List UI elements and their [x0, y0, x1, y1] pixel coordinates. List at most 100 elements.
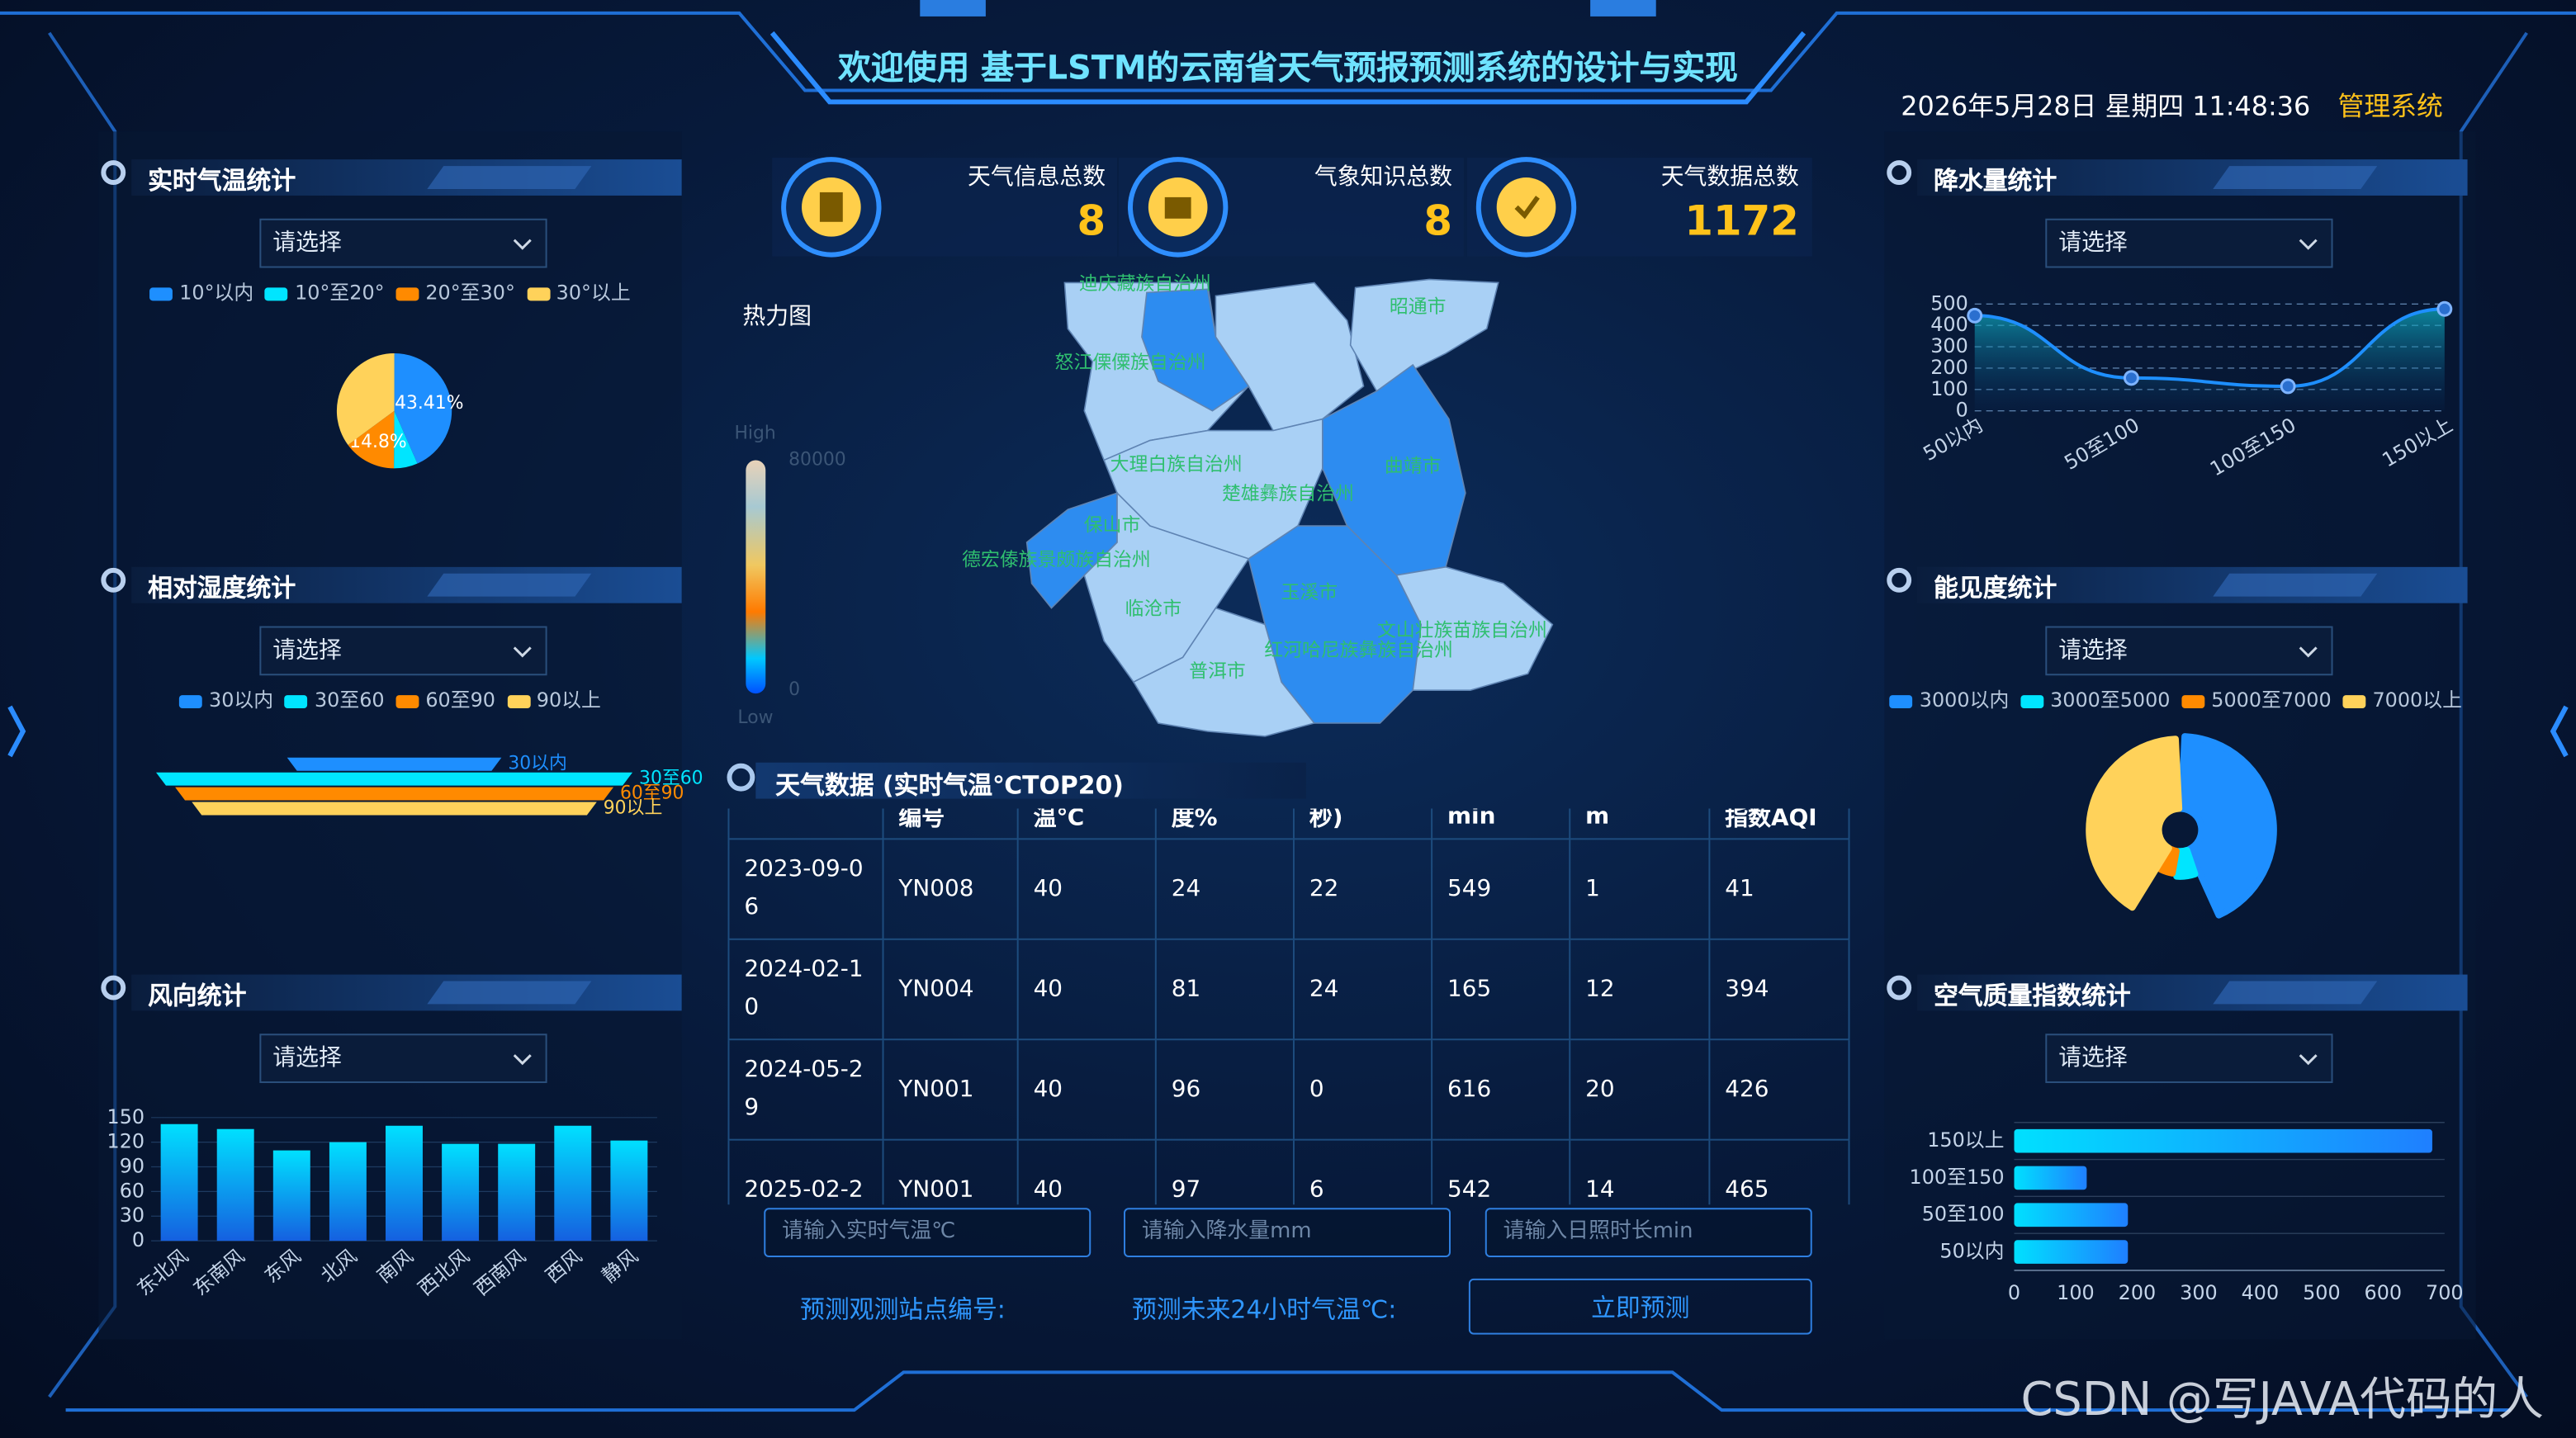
x-tick-label: 静风 [598, 1244, 643, 1287]
table-cell: 40 [1016, 838, 1157, 940]
panel-bar [1917, 566, 2468, 603]
chart-panel: 能见度统计请选择 3000以内 3000至5000 5000至7000 7000以上 [1884, 564, 2468, 967]
legend-label: 10°以内 [179, 281, 254, 305]
stat-value: 1172 [1684, 196, 1799, 245]
slice [2177, 733, 2277, 919]
form-label: 预测观测站点编号: [800, 1294, 1006, 1325]
legend-item[interactable]: 60至90 [395, 685, 496, 713]
legend-swatch [285, 694, 308, 708]
map-region[interactable] [1132, 607, 1316, 737]
legend-item[interactable]: 90以上 [506, 685, 601, 713]
legend-label: 60至90 [425, 688, 496, 712]
panel-title: 实时气温统计 [148, 166, 296, 196]
admin-link[interactable]: 管理系统 [2337, 90, 2443, 122]
y-tick-label: 50至100 [1922, 1203, 2005, 1226]
region-label: 玉溪市 [1281, 582, 1338, 603]
table-cell: 394 [1708, 938, 1850, 1041]
header-cell: 秒) [1292, 808, 1433, 840]
header-cell: m [1569, 808, 1711, 840]
x-tick-label: 南风 [372, 1244, 418, 1287]
legend-item[interactable]: 7000以上 [2342, 685, 2462, 713]
legend-swatch [506, 694, 530, 708]
funnel-segment [192, 802, 597, 816]
predict-button[interactable]: 立即预测 [1468, 1278, 1812, 1335]
table-title: 天气数据 (实时气温℃TOP20) [775, 770, 1124, 801]
y-tick-label: 30 [120, 1204, 144, 1227]
legend-item[interactable]: 10°至20° [265, 277, 385, 305]
chevron [513, 1054, 532, 1066]
y-tick-label: 200 [1930, 356, 1968, 379]
legend-swatch [2181, 694, 2205, 708]
legend-label: 20°至30° [425, 281, 515, 305]
legend-label: 30以内 [209, 688, 274, 712]
funnel-segment [286, 757, 502, 771]
panel-header [1887, 159, 2468, 196]
panel-title: 能见度统计 [1933, 573, 2057, 603]
x-tick-label: 东风 [260, 1244, 305, 1287]
region-label: 曲靖市 [1385, 456, 1442, 477]
stats-icons [772, 157, 1812, 258]
legend-swatch [179, 694, 203, 708]
legend-item[interactable]: 30°以上 [526, 277, 631, 305]
map-region[interactable] [1215, 281, 1365, 432]
slice [394, 353, 452, 464]
deco [920, 0, 986, 17]
table-cell: 465 [1708, 1138, 1850, 1205]
region-label: 怒江傈僳族自治州 [1054, 352, 1205, 373]
x-tick-label: 100至150 [2206, 414, 2300, 481]
select[interactable]: 请选择 [259, 1034, 547, 1083]
y-tick-label: 0 [132, 1228, 144, 1251]
stat-label: 气象知识总数 [1314, 164, 1452, 191]
text-input[interactable]: 请输入日照时长min [1485, 1208, 1812, 1258]
map-region[interactable] [1395, 566, 1554, 691]
select[interactable]: 请选择 [2045, 1034, 2333, 1083]
header-frame [769, 31, 1807, 105]
x-tick-label: 600 [2365, 1281, 2403, 1304]
legend-item[interactable]: 3000以内 [1889, 685, 2010, 713]
select[interactable]: 请选择 [2045, 626, 2333, 676]
chart [2086, 733, 2277, 919]
x-tick-label: 100 [2057, 1281, 2095, 1304]
map-region[interactable] [1141, 288, 1250, 412]
panel-icon [101, 567, 126, 593]
heatmap-scale [746, 460, 766, 694]
table-cell: 24 [1154, 838, 1295, 940]
x-tick-label: 西北风 [414, 1244, 474, 1300]
header-cell: 指数AQI [1708, 808, 1850, 840]
legend-item[interactable]: 20°至30° [395, 277, 515, 305]
legend-label: 3000以内 [1919, 688, 2010, 712]
map-region[interactable] [1349, 278, 1499, 392]
text-input[interactable]: 请输入降水量mm [1124, 1208, 1451, 1258]
point [2280, 378, 2296, 395]
bar [554, 1125, 592, 1242]
panel-icon [1887, 975, 1912, 1000]
heatmap-low: Low [737, 707, 774, 728]
panel-bar [131, 974, 682, 1011]
legend: 30以内 30至60 60至90 90以上 [98, 685, 681, 713]
chart-panel: 风向统计 请选择 0 30 60 90 120 150 东北风 东南风 东风 北风 南风 西北风 西南风 西风… [98, 972, 682, 1374]
bar [610, 1140, 648, 1242]
legend-item[interactable]: 30至60 [285, 685, 385, 713]
region-label: 普洱市 [1189, 661, 1246, 683]
table-wrap: 编号 温℃ 度% 秒) min m 指数AQI 2023-09-06 YN008 40 24 22 54… [727, 808, 1850, 1205]
legend-label: 7000以上 [2372, 688, 2462, 712]
legend-item[interactable]: 10°以内 [149, 277, 253, 305]
select[interactable]: 请选择 [259, 626, 547, 676]
table-cell: YN001 [882, 1138, 1019, 1205]
select[interactable]: 请选择 [259, 218, 547, 268]
legend-item[interactable]: 5000至7000 [2181, 685, 2332, 713]
select[interactable]: 请选择 [2045, 218, 2333, 268]
stat-icon [781, 157, 882, 258]
stat-label: 天气数据总数 [1660, 164, 1799, 191]
text-input[interactable]: 请输入实时气温℃ [764, 1208, 1091, 1258]
y-tick-label: 0 [1956, 399, 1968, 422]
x-tick-label: 400 [2242, 1281, 2280, 1304]
legend-item[interactable]: 3000至5000 [2020, 685, 2171, 713]
heatmap-title: 热力图 [742, 304, 812, 331]
region-label: 临沧市 [1125, 598, 1182, 620]
table-cell: 2024-05-29 [727, 1038, 884, 1141]
legend-item[interactable]: 30以内 [179, 685, 273, 713]
y-tick-label: 100至150 [1910, 1166, 2005, 1189]
